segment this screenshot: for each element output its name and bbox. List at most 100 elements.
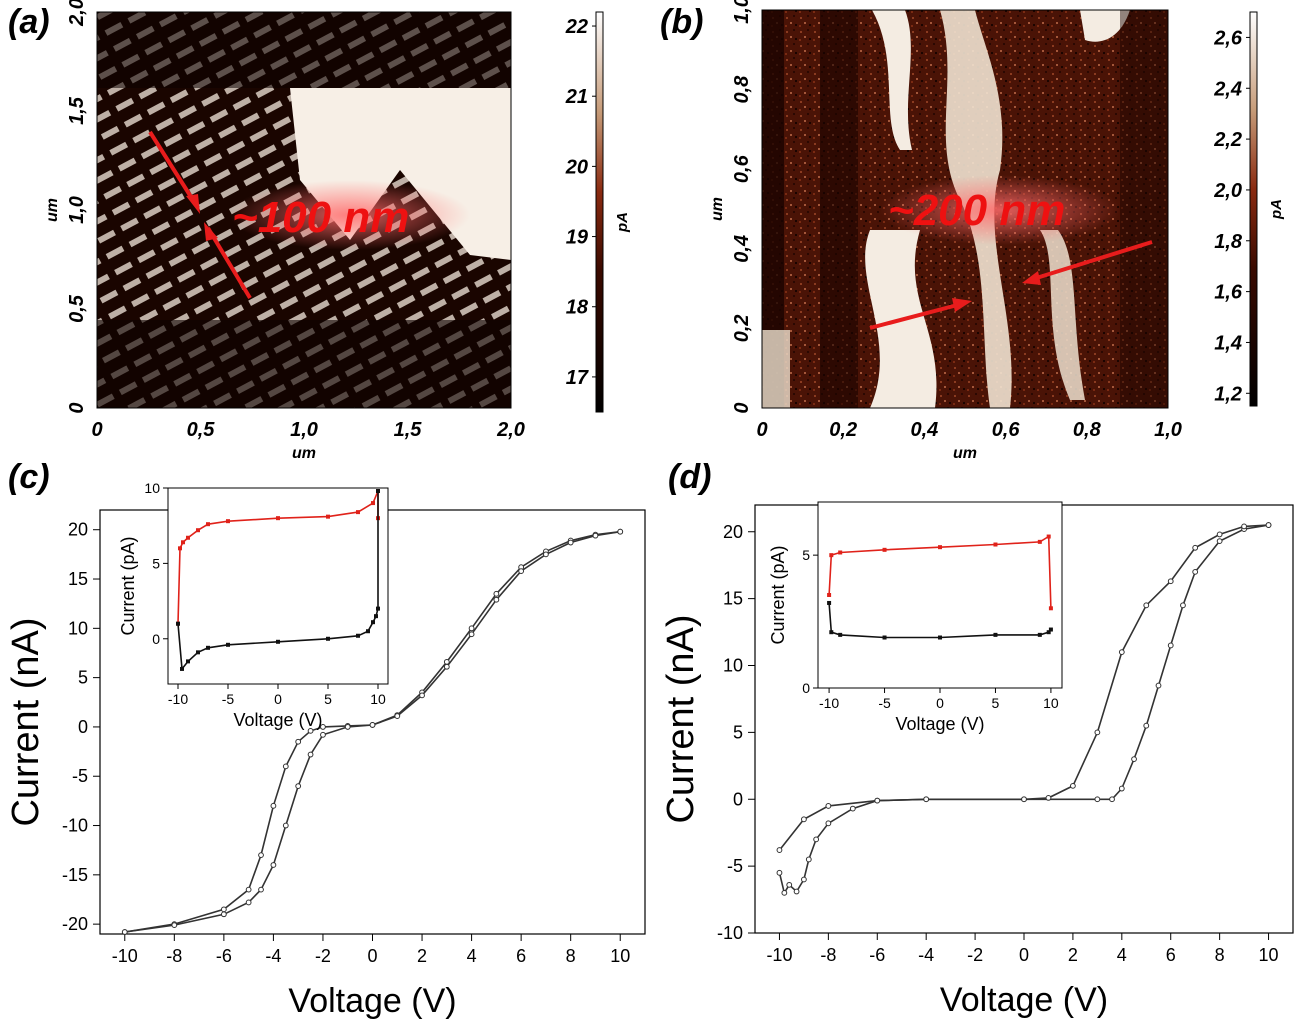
- chart-d-point-forward: [1180, 602, 1186, 609]
- chart-c-y-axis-label: Current (nA): [5, 617, 47, 826]
- colorbar-a-tick-label: 22: [565, 16, 588, 38]
- chart-c-point-reverse: [468, 631, 475, 638]
- chart-d-point-reverse: [825, 803, 832, 809]
- chart-c-y-tick-label: 0: [78, 717, 88, 737]
- axis-a-y-tick-label: 1,5: [66, 96, 88, 125]
- chart-c-inset-point-black: [376, 606, 380, 611]
- chart-d-y-tick-label: -10: [717, 923, 743, 943]
- chart-d-x-axis-label: Voltage (V): [940, 981, 1108, 1019]
- chart-d-y-tick-label: 10: [723, 656, 743, 676]
- chart-d-x-tick-label: -8: [820, 945, 836, 965]
- chart-d-y-tick-label: 20: [723, 522, 743, 542]
- chart-d-x-tick-label: 8: [1215, 945, 1225, 965]
- chart-d: -10 -8 -6 -4 -2 0 2 4 6 8 10 -10 -5 0 5 10 15 20 Voltage (…: [660, 501, 1294, 1019]
- chart-d-point-forward: [805, 856, 812, 863]
- colorbar-a: [595, 11, 604, 413]
- chart-d-x-tick-label: 10: [1259, 945, 1279, 965]
- chart-c-inset-point-black: [371, 620, 375, 625]
- chart-c-point-reverse: [419, 692, 425, 699]
- chart-c-x-tick-label: -10: [112, 946, 138, 966]
- chart-d-point-forward: [1167, 642, 1174, 649]
- axis-b-y-tick-label: 0,6: [731, 154, 753, 183]
- chart-d-inset-point-black: [829, 630, 834, 635]
- chart-d-inset-y-tick-label: 5: [802, 547, 810, 563]
- axis-b-x-tick-label: 0: [756, 419, 767, 441]
- chart-c-inset-point-red: [326, 514, 330, 519]
- chart-c-point-reverse: [245, 899, 252, 906]
- chart-c-point-reverse: [307, 751, 314, 758]
- axes-a: 0 0,5 1,0 1,5 2,0 0 0,5 1,0 1,5 2,0 um um: [44, 0, 525, 462]
- axis-a-y-tick-label: 0,5: [66, 294, 88, 323]
- chart-c-inset-point-red: [371, 501, 375, 506]
- chart-d-point-reverse: [1070, 782, 1076, 789]
- colorbar-a-ticks: 17 18 19 20 21 22: [565, 16, 596, 389]
- chart-d-inset-x-tick-label: 5: [992, 695, 1000, 711]
- axis-a-y-tick-label: 0: [66, 402, 88, 413]
- axis-b-y-tick-label: 0: [731, 402, 753, 413]
- chart-d-point-forward: [1192, 568, 1199, 575]
- chart-c-inset-point-red: [206, 522, 210, 527]
- chart-c-inset-x-tick-label: 5: [324, 691, 332, 707]
- axis-b-y-axis-label: um: [709, 197, 726, 221]
- chart-d-point-reverse: [1265, 522, 1272, 528]
- axis-b-y-tick-label: 1,0: [731, 0, 753, 24]
- chart-c-inset-point-black: [326, 636, 330, 641]
- chart-c-inset-point-black: [206, 645, 210, 650]
- chart-d-inset-point-red: [882, 547, 887, 552]
- chart-d-point-reverse: [1143, 602, 1150, 609]
- chart-c: -10 -8 -6 -4 -2 0 2 4 6 8 10-20-15-10-505101520Vol…: [5, 480, 646, 1020]
- chart-d-inset-x-tick-label: 0: [936, 695, 944, 711]
- axis-b-x-axis-label: um: [953, 445, 977, 462]
- chart-d-point-forward: [1155, 682, 1162, 689]
- afm-map-b: [762, 10, 1168, 408]
- chart-d-x-tick-label: -10: [766, 945, 792, 965]
- chart-d-x-tick-label: 6: [1166, 945, 1176, 965]
- chart-c-point-reverse: [493, 596, 500, 603]
- colorbar-a-tick-label: 20: [565, 156, 588, 178]
- chart-d-inset-x-tick-label: -5: [878, 695, 891, 711]
- panel-c-label: (c): [8, 458, 50, 496]
- axis-b-y-tick-label: 0,2: [731, 314, 753, 342]
- axis-b-y-tick-label: 0,8: [731, 75, 753, 104]
- chart-d-point-forward: [1143, 722, 1150, 729]
- chart-d-inset-point-red: [838, 550, 843, 555]
- panel-b-label: (b): [660, 3, 703, 41]
- chart-d-inset-point-black: [1046, 630, 1051, 635]
- colorbar-a-tick-label: 21: [565, 86, 588, 108]
- chart-d-inset-y-axis-label: Current (pA): [768, 545, 788, 644]
- chart-c-inset-frame: [167, 487, 389, 685]
- chart-c-x-tick-label: -2: [315, 946, 331, 966]
- chart-c-y-tick-label: -15: [62, 865, 88, 885]
- chart-d-point-forward: [1216, 538, 1223, 545]
- chart-d-point-forward: [776, 869, 783, 876]
- axis-b-y-tick-label: 0,4: [731, 235, 753, 263]
- chart-c-inset-x-tick-label: 0: [274, 691, 282, 707]
- chart-c-inset-point-black: [356, 633, 360, 638]
- chart-c-x-tick-label: 4: [467, 946, 477, 966]
- chart-c-inset-x-tick-label: -5: [222, 691, 235, 707]
- panel-d-label: (d): [668, 458, 711, 496]
- axis-b-frame: [761, 9, 1169, 409]
- chart-c-y-tick-label: 20: [68, 520, 88, 540]
- chart-c-point-forward: [493, 590, 500, 597]
- axis-a-y-tick-label: 1,0: [66, 196, 88, 224]
- colorbar-b-tick-label: 2,0: [1213, 180, 1242, 202]
- chart-d-y-tick-label: 5: [733, 722, 743, 742]
- axis-a-x-tick-label: 2,0: [496, 419, 525, 441]
- panel-a: (a) ~100 nm 0 0,5 1,0 1,5 2,0 0 0,5 1,0 1,5 2,0 um…: [8, 0, 631, 462]
- chart-c-point-forward: [307, 727, 314, 734]
- chart-d-point-forward: [786, 881, 793, 888]
- colorbar-b-ticks: 1,2 1,4 1,6 1,8 2,0 2,2 2,4 2,6: [1213, 27, 1250, 405]
- colorbar-a-unit: pA: [614, 212, 631, 233]
- arrow-b-2: [1029, 240, 1153, 282]
- chart-d-inset-x-tick-label: 10: [1043, 695, 1059, 711]
- chart-c-inset-point-red: [178, 546, 182, 551]
- chart-c-inset-point-black: [196, 650, 200, 655]
- chart-d-x-tick-label: -2: [967, 945, 983, 965]
- annotation-a: ~100 nm: [232, 193, 409, 242]
- chart-c-x-tick-label: 0: [367, 946, 377, 966]
- chart-c-inset-point-black: [180, 666, 184, 671]
- chart-d-inset-point-black: [1037, 632, 1042, 637]
- chart-d-point-reverse: [1021, 796, 1027, 803]
- chart-c-point-reverse: [567, 539, 574, 546]
